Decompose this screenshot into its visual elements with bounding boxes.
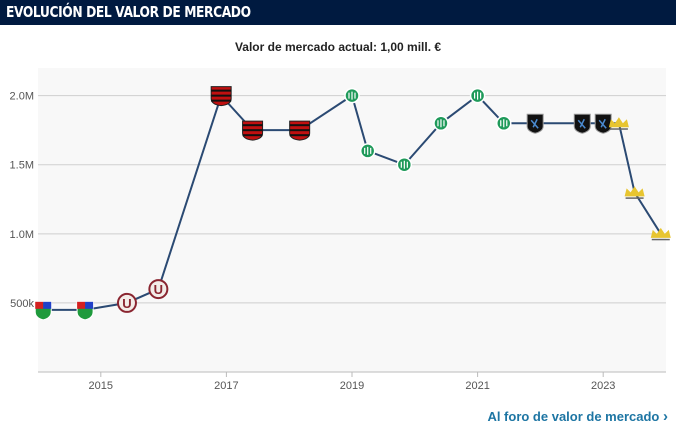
data-point-u-circle-icon: U xyxy=(116,292,137,313)
data-point-green-circle-icon xyxy=(469,87,486,104)
y-tick-label: 1.5M xyxy=(10,160,34,172)
section-header: EVOLUCIÓN DEL VALOR DE MERCADO xyxy=(0,0,676,25)
forum-link-label: Al foro de valor de mercado xyxy=(487,409,660,424)
y-tick-label: 1.0M xyxy=(10,229,34,241)
x-tick-label: 2023 xyxy=(591,380,615,392)
data-point-green-circle-icon xyxy=(344,87,360,104)
data-point-green-circle-icon xyxy=(433,115,449,132)
data-point-green-circle-icon xyxy=(496,115,512,132)
data-point-cd-uc-shield-icon xyxy=(34,301,52,321)
data-point-black-blue-shield-icon xyxy=(573,113,591,134)
section-title: EVOLUCIÓN DEL VALOR DE MERCADO xyxy=(6,3,251,21)
y-tick-label: 2.0M xyxy=(10,91,34,103)
data-point-black-blue-shield-icon xyxy=(526,113,544,134)
x-tick-label: 2021 xyxy=(465,380,489,392)
y-tick-label: 500k xyxy=(10,298,34,310)
x-tick-label: 2015 xyxy=(89,380,113,392)
market-value-chart: 500k 1.0M 1.5M 2.0M 2015 2017 2019 2021 2023 U U xyxy=(9,68,671,392)
svg-text:U: U xyxy=(154,282,163,297)
svg-text:U: U xyxy=(122,296,131,311)
x-tick-label: 2017 xyxy=(214,380,238,392)
data-point-green-circle-icon xyxy=(359,143,376,159)
data-point-yellow-crown-icon xyxy=(624,186,645,199)
chart-title: Valor de mercado actual: 1,00 mill. € xyxy=(234,40,442,54)
chevron-right-icon: › xyxy=(663,408,668,425)
data-point-red-black-crest-icon xyxy=(210,86,232,107)
data-point-green-circle-icon xyxy=(396,156,413,173)
data-point-yellow-crown-icon xyxy=(608,117,629,130)
data-point-u-circle-icon: U xyxy=(148,279,169,300)
market-value-forum-link[interactable]: Al foro de valor de mercado › xyxy=(487,408,668,425)
plot-area xyxy=(38,68,666,372)
data-point-black-blue-shield-icon xyxy=(594,113,612,134)
data-point-cd-uc-shield-icon xyxy=(76,301,94,321)
x-tick-label: 2019 xyxy=(340,380,364,392)
data-point-yellow-crown-icon xyxy=(650,227,671,241)
data-point-red-black-crest-icon xyxy=(242,120,264,141)
data-point-red-black-crest-icon xyxy=(289,120,311,141)
